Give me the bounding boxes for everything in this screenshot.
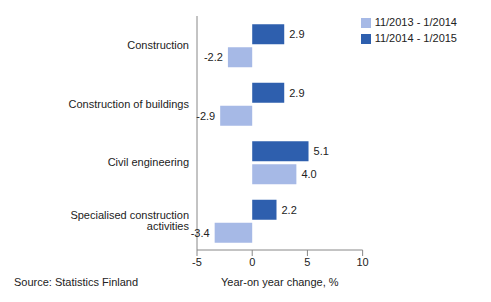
svg-text:-5: -5 <box>192 256 202 268</box>
svg-text:-2.2: -2.2 <box>204 51 223 63</box>
svg-text:-3.4: -3.4 <box>191 227 210 239</box>
html-text:11/2013 - 1/2014: 11/2013 - 1/2014 <box>374 16 457 28</box>
svg-text:Year-on year change, %: Year-on year change, % <box>221 276 339 288</box>
html-text:11/2014 - 1/2015: 11/2014 - 1/2015 <box>374 32 457 44</box>
html-text:Source: Statistics Finland: Source: Statistics Finland <box>14 276 139 288</box>
svg-text:-2.9: -2.9 <box>196 110 215 122</box>
svg-text:2.9: 2.9 <box>289 87 304 99</box>
svg-text:0: 0 <box>249 256 255 268</box>
svg-text:5: 5 <box>304 256 310 268</box>
svg-text:Specialised constructionactivi: Specialised constructionactivities <box>70 209 189 232</box>
svg-text:2.2: 2.2 <box>282 204 297 216</box>
svg-text:2.9: 2.9 <box>289 28 304 40</box>
svg-text:Construction of buildings: Construction of buildings <box>69 98 190 110</box>
svg-text:10: 10 <box>357 256 369 268</box>
svg-text:4.0: 4.0 <box>301 168 316 180</box>
svg-text:Construction: Construction <box>127 39 189 51</box>
svg-text:5.1: 5.1 <box>314 145 329 157</box>
svg-text:Civil engineering: Civil engineering <box>108 156 189 168</box>
